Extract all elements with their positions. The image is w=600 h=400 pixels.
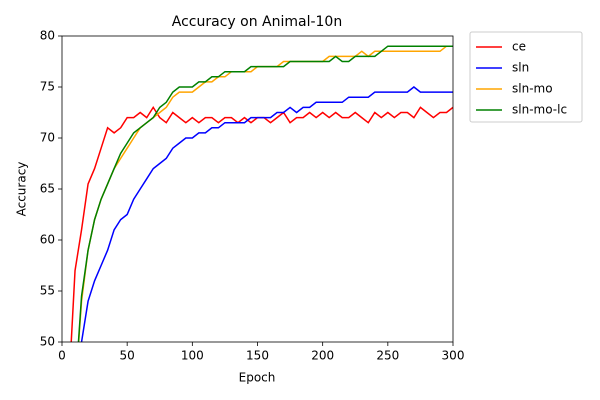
y-tick-label: 75 — [40, 80, 55, 94]
series-line — [80, 86, 453, 342]
x-tick-label: 150 — [246, 349, 269, 363]
y-tick-label: 70 — [40, 131, 55, 145]
series-line — [77, 45, 453, 342]
legend-box — [469, 31, 583, 123]
y-tick-label: 55 — [40, 284, 55, 298]
plot-area — [70, 45, 453, 342]
y-tick-label: 80 — [40, 29, 55, 43]
legend-label: sln — [512, 61, 529, 75]
y-tick-label: 50 — [40, 335, 55, 349]
legend-label: sln-mo-lc — [512, 103, 567, 117]
y-tick-label: 65 — [40, 182, 55, 196]
legend-label: ce — [512, 40, 526, 54]
x-tick-label: 50 — [120, 349, 135, 363]
x-tick-label: 200 — [311, 349, 334, 363]
chart-title: Accuracy on Animal-10n — [172, 14, 342, 30]
plot-frame — [61, 35, 454, 343]
legend-label: sln-mo — [512, 82, 553, 96]
x-axis-label: Epoch — [239, 371, 276, 385]
y-axis-label: Accuracy — [15, 162, 29, 217]
x-tick-label: 250 — [376, 349, 399, 363]
series-line — [77, 45, 453, 342]
x-tick-label: 100 — [181, 349, 204, 363]
x-tick-label: 300 — [442, 349, 465, 363]
y-tick-label: 60 — [40, 233, 55, 247]
x-tick-label: 0 — [58, 349, 66, 363]
